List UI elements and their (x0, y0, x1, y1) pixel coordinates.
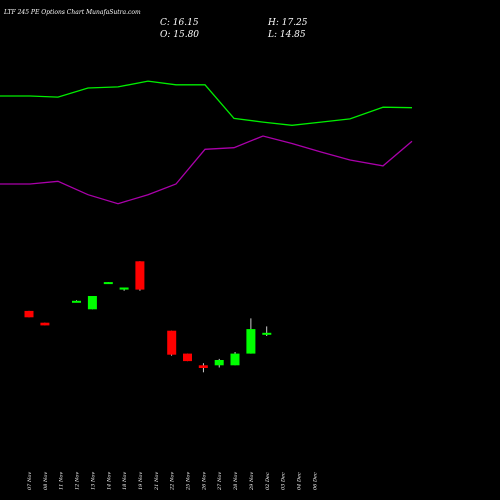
candle-body (103, 282, 113, 285)
candle (214, 358, 224, 368)
x-tick-label: 25 Nov (186, 472, 192, 491)
x-tick-label: 13 Nov (90, 472, 96, 490)
candle (135, 261, 145, 291)
candle (72, 300, 81, 303)
x-tick-label: 22 Nov (170, 472, 176, 491)
x-tick-label: 02 Dec (265, 472, 271, 490)
x-tick-label: 19 Nov (138, 472, 144, 490)
low-value: L: 14.85 (267, 30, 306, 40)
x-tick-label: 26 Nov (201, 472, 207, 491)
x-tick-label: 04 Dec (296, 472, 302, 490)
candle (230, 352, 240, 366)
x-tick-label: 14 Nov (106, 472, 112, 490)
close-value: C: 16.15 (160, 18, 199, 28)
x-tick-label: 03 Dec (281, 472, 287, 490)
candle-body (214, 360, 224, 366)
candle (198, 363, 208, 373)
candle-body (246, 329, 256, 354)
x-tick-label: 08 Nov (43, 472, 49, 490)
upper-band-line (0, 80, 413, 126)
candle (87, 296, 97, 310)
candles (24, 261, 272, 373)
candle-body (24, 310, 34, 318)
candle-body (87, 296, 97, 310)
candle-body (167, 330, 177, 355)
high-value: H: 17.25 (267, 18, 308, 28)
candle (40, 322, 50, 326)
x-tick-label: 27 Nov (217, 472, 223, 491)
x-tick-label: 06 Dec (312, 472, 318, 490)
open-value: O: 15.80 (160, 30, 199, 40)
lower-band-line (0, 135, 413, 205)
x-axis-ticks: 07 Nov 08 Nov 11 Nov 12 Nov 13 Nov 14 Nov 18 N… (27, 472, 318, 491)
candle-body (230, 353, 240, 366)
candle (167, 330, 177, 356)
x-tick-label: 07 Nov (27, 472, 33, 490)
candle-body (40, 322, 50, 326)
x-tick-label: 29 Nov (249, 472, 255, 491)
indicator-bands (0, 80, 413, 205)
candle-body (135, 261, 145, 290)
candle-body (198, 365, 208, 368)
candle (183, 353, 192, 362)
x-tick-label: 18 Nov (122, 472, 128, 490)
candle-body (119, 287, 129, 290)
x-tick-label: 11 Nov (59, 472, 65, 490)
candle (119, 287, 129, 291)
candle-body (262, 332, 272, 335)
candle (262, 326, 272, 336)
x-tick-label: 28 Nov (233, 472, 239, 491)
x-tick-label: 12 Nov (75, 472, 81, 490)
candle (103, 282, 113, 285)
candle (24, 310, 34, 318)
candle-body (183, 353, 192, 362)
chart-title: LTF 245 PE Options Chart MunafaSutra.com (3, 9, 141, 16)
candle-body (72, 300, 81, 303)
x-tick-label: 21 Nov (154, 472, 160, 491)
candle (246, 318, 256, 354)
